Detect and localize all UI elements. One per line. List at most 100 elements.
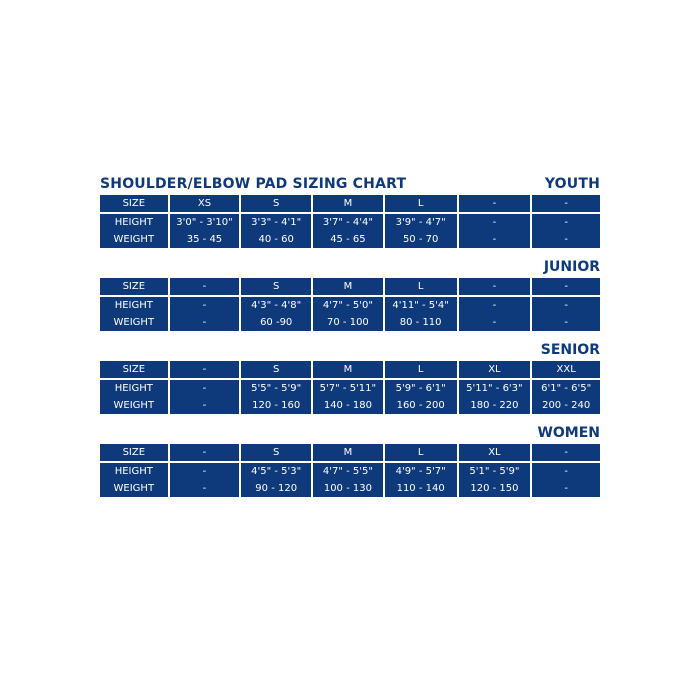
row-label: WEIGHT <box>113 400 155 411</box>
table-cell: S <box>239 361 312 380</box>
size-table-youth: SIZE XS S M L - - HEIGHT 3'0" - 3'10" 3'… <box>100 195 600 248</box>
table-cell: S <box>239 444 312 463</box>
table-row-height: HEIGHT 3'0" - 3'10" 3'3" - 4'1" 3'7" - 4… <box>100 214 600 231</box>
table-cell: 110 - 140 <box>382 480 457 497</box>
table-cell: - <box>167 361 240 380</box>
table-cell: M <box>311 444 383 463</box>
table-cell: S <box>239 195 312 214</box>
section-header: WOMEN <box>100 424 600 441</box>
row-label: WEIGHT <box>113 483 155 494</box>
table-cell: S <box>239 278 312 297</box>
row-label: HEIGHT <box>114 217 153 228</box>
table-cell: XXL <box>530 361 600 380</box>
table-cell: - <box>530 231 600 248</box>
row-label: WEIGHT <box>113 234 155 245</box>
table-cell: L <box>382 361 457 380</box>
section-women: WOMEN SIZE - S M L XL - HEIGHT - 4'5" - … <box>100 424 600 497</box>
table-row-weight: WEIGHT - 90 - 120 100 - 130 110 - 140 12… <box>100 480 600 497</box>
table-cell: 180 - 220 <box>456 397 531 414</box>
row-label: SIZE <box>100 195 168 214</box>
row-label: HEIGHT <box>114 300 153 311</box>
table-cell: - <box>530 314 600 331</box>
table-cell: L <box>382 195 457 214</box>
table-cell: 100 - 130 <box>311 480 383 497</box>
table-row-weight: WEIGHT 35 - 45 40 - 60 45 - 65 50 - 70 -… <box>100 231 600 248</box>
table-cell: - <box>167 297 240 314</box>
table-cell: M <box>311 278 383 297</box>
table-cell: 5'9" - 6'1" <box>382 380 457 397</box>
section-youth: SHOULDER/ELBOW PAD SIZING CHART YOUTH SI… <box>100 176 600 248</box>
table-cell: L <box>382 278 457 297</box>
table-cell: - <box>530 278 600 297</box>
table-cell: - <box>456 297 531 314</box>
table-row-height: HEIGHT - 5'5" - 5'9" 5'7" - 5'11" 5'9" -… <box>100 380 600 397</box>
table-row-size: SIZE XS S M L - - <box>100 195 600 214</box>
table-cell: 3'7" - 4'4" <box>311 214 383 231</box>
row-label: SIZE <box>100 444 168 463</box>
table-cell: - <box>167 278 240 297</box>
table-cell: M <box>311 195 383 214</box>
table-cell: 50 - 70 <box>382 231 457 248</box>
table-cell: 3'0" - 3'10" <box>167 214 240 231</box>
table-cell: 120 - 160 <box>239 397 311 414</box>
table-cell: - <box>456 195 531 214</box>
section-label-women: WOMEN <box>537 425 600 441</box>
table-cell: 5'1" - 5'9" <box>456 463 531 480</box>
table-cell: - <box>167 397 240 414</box>
table-cell: 40 - 60 <box>239 231 311 248</box>
chart-header: SHOULDER/ELBOW PAD SIZING CHART YOUTH <box>100 176 600 192</box>
table-cell: 4'7" - 5'0" <box>311 297 383 314</box>
table-cell: - <box>530 480 600 497</box>
table-row-size: SIZE - S M L XL - <box>100 444 600 463</box>
table-cell: - <box>456 231 531 248</box>
row-label: SIZE <box>100 361 168 380</box>
table-row-height: HEIGHT - 4'5" - 5'3" 4'7" - 5'5" 4'9" - … <box>100 463 600 480</box>
table-cell: 4'11" - 5'4" <box>382 297 457 314</box>
table-cell: 60 -90 <box>239 314 311 331</box>
table-cell: 6'1" - 6'5" <box>530 380 600 397</box>
table-cell: 4'5" - 5'3" <box>239 463 311 480</box>
table-cell: - <box>530 444 600 463</box>
table-cell: - <box>456 314 531 331</box>
row-label: HEIGHT <box>114 466 153 477</box>
sizing-chart: SHOULDER/ELBOW PAD SIZING CHART YOUTH SI… <box>100 176 600 497</box>
section-label-youth: YOUTH <box>544 176 600 192</box>
section-label-junior: JUNIOR <box>543 259 600 275</box>
table-cell: XS <box>167 195 240 214</box>
table-cell: - <box>167 480 240 497</box>
section-header: SENIOR <box>100 341 600 358</box>
table-cell: 200 - 240 <box>530 397 600 414</box>
table-cell: 4'9" - 5'7" <box>382 463 457 480</box>
table-cell: - <box>530 297 600 314</box>
table-cell: - <box>530 195 600 214</box>
table-cell: - <box>167 444 240 463</box>
table-row-weight: WEIGHT - 60 -90 70 - 100 80 - 110 - - <box>100 314 600 331</box>
table-cell: - <box>530 214 600 231</box>
table-cell: 3'9" - 4'7" <box>382 214 457 231</box>
chart-title: SHOULDER/ELBOW PAD SIZING CHART <box>100 176 407 192</box>
table-cell: 4'3" - 4'8" <box>239 297 311 314</box>
size-table-senior: SIZE - S M L XL XXL HEIGHT - 5'5" - 5'9"… <box>100 361 600 414</box>
table-cell: 160 - 200 <box>382 397 457 414</box>
table-cell: - <box>530 463 600 480</box>
row-label: SIZE <box>100 278 168 297</box>
section-label-senior: SENIOR <box>540 342 600 358</box>
table-row-weight: WEIGHT - 120 - 160 140 - 180 160 - 200 1… <box>100 397 600 414</box>
table-cell: XL <box>456 444 531 463</box>
table-cell: 35 - 45 <box>167 231 240 248</box>
table-row-size: SIZE - S M L XL XXL <box>100 361 600 380</box>
row-label: WEIGHT <box>113 317 155 328</box>
section-header: JUNIOR <box>100 258 600 275</box>
table-cell: - <box>456 214 531 231</box>
table-cell: XL <box>456 361 531 380</box>
table-row-size: SIZE - S M L - - <box>100 278 600 297</box>
table-cell: - <box>456 278 531 297</box>
table-cell: 80 - 110 <box>382 314 457 331</box>
table-cell: 5'5" - 5'9" <box>239 380 311 397</box>
size-table-junior: SIZE - S M L - - HEIGHT - 4'3" - 4'8" 4'… <box>100 278 600 331</box>
table-cell: - <box>167 463 240 480</box>
table-cell: 4'7" - 5'5" <box>311 463 383 480</box>
table-cell: - <box>167 314 240 331</box>
row-label: HEIGHT <box>114 383 153 394</box>
table-cell: 70 - 100 <box>311 314 383 331</box>
